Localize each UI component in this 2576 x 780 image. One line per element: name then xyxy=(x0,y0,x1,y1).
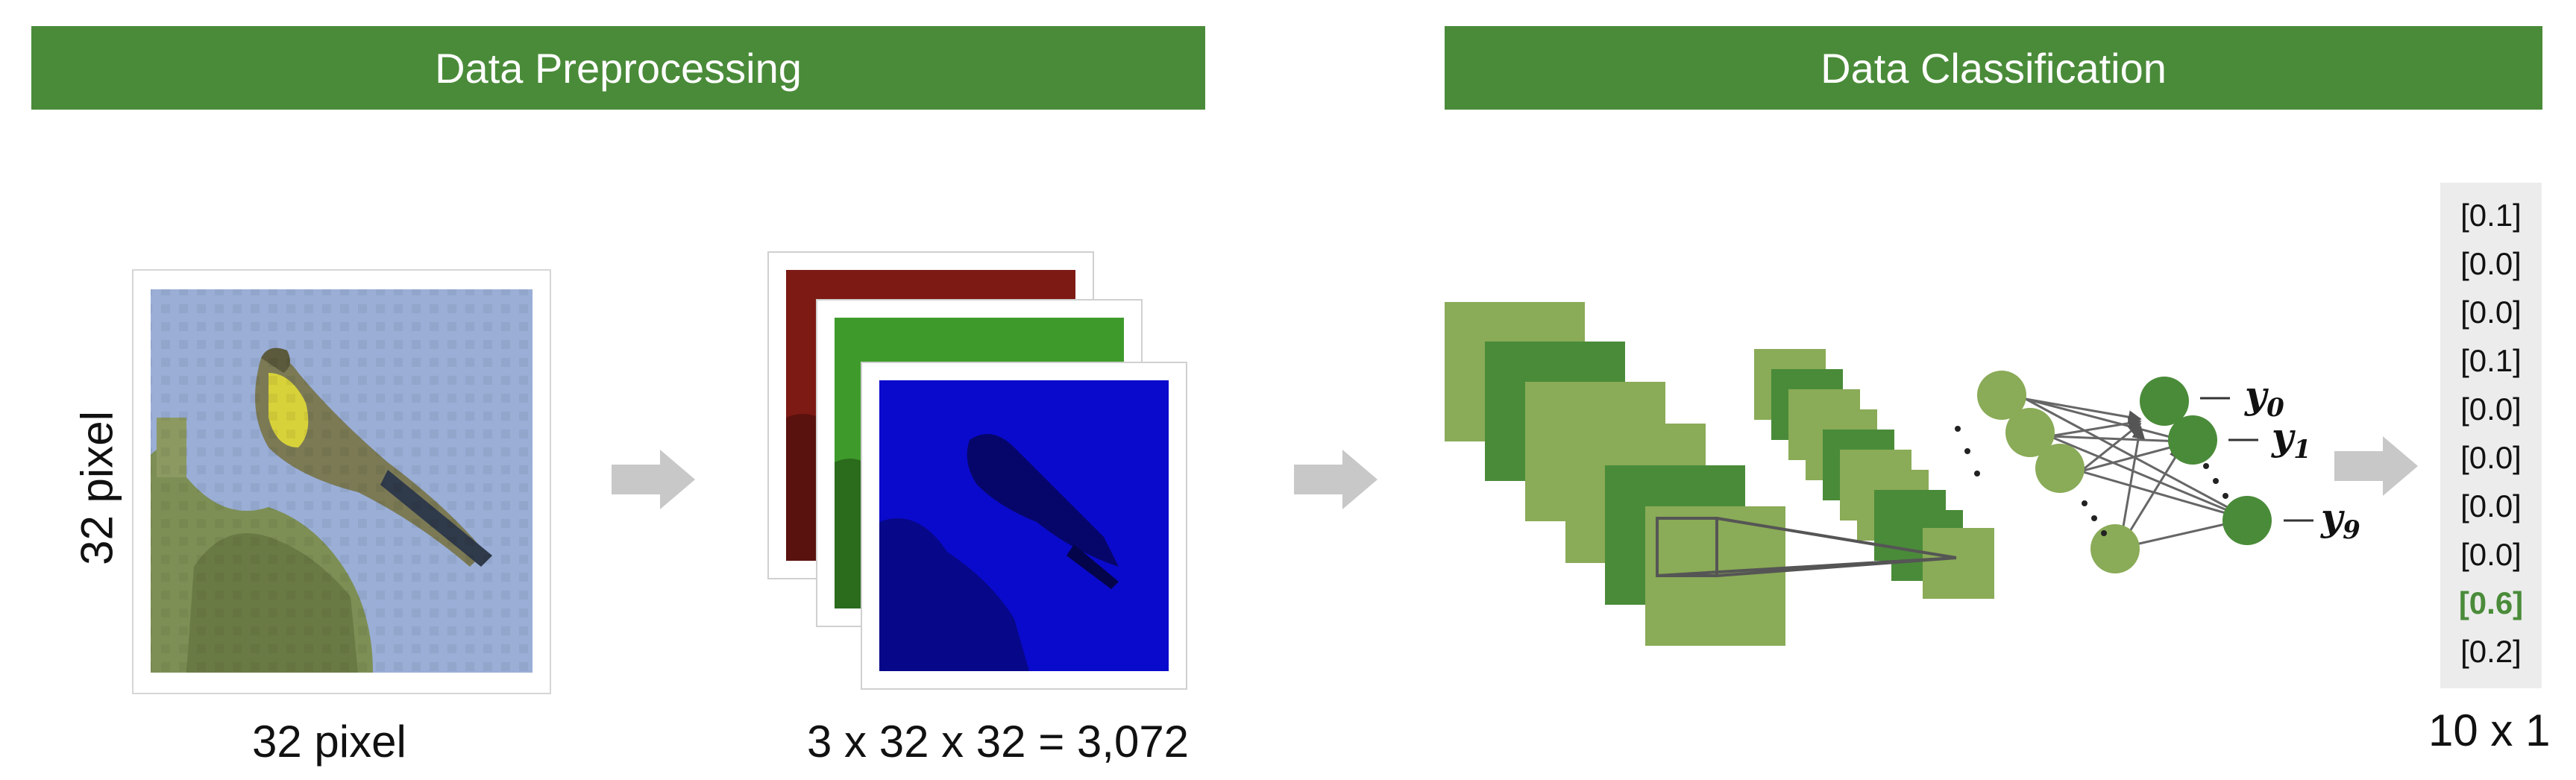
conv-layer-stack-large xyxy=(1445,302,1785,646)
bird-image xyxy=(132,269,551,694)
channels-formula-label: 3 x 32 x 32 = 3,072 xyxy=(807,717,1190,767)
output-label-y0: y0 xyxy=(2245,373,2284,423)
image-height-label: 32 pixel xyxy=(72,411,122,565)
output-value-highlighted: [0.6] xyxy=(2458,585,2524,620)
output-vector: [0.1] [0.0] [0.0] [0.1] [0.0] [0.0] [0.0… xyxy=(2440,183,2542,688)
conv-layer-stack-small xyxy=(1754,349,1994,599)
arrow-right-icon xyxy=(612,450,695,509)
output-shape-label: 10 x 1 xyxy=(2428,705,2551,755)
output-value: [0.0] xyxy=(2460,440,2522,475)
output-value: [0.1] xyxy=(2460,343,2522,378)
output-value: [0.0] xyxy=(2460,537,2522,572)
arrow-right-icon xyxy=(2334,436,2418,496)
output-value: [0.0] xyxy=(2460,391,2522,427)
data-preprocessing-banner: Data Preprocessing xyxy=(31,26,1205,110)
fully-connected-network xyxy=(1955,371,2313,573)
image-width-label: 32 pixel xyxy=(252,717,406,767)
arrow-right-icon xyxy=(1294,450,1377,509)
output-value: [0.1] xyxy=(2460,198,2522,233)
receptive-field-lines xyxy=(1656,517,1957,577)
output-value: [0.0] xyxy=(2460,246,2522,281)
data-preprocessing-title: Data Preprocessing xyxy=(435,44,802,92)
output-label-y9: y9 xyxy=(2321,495,2360,545)
output-value: [0.0] xyxy=(2460,488,2522,523)
data-classification-title: Data Classification xyxy=(1821,44,2167,92)
rgb-channels xyxy=(767,251,1187,690)
output-label-y1: y1 xyxy=(2272,415,2311,465)
output-value: [0.2] xyxy=(2460,634,2522,669)
data-classification-banner: Data Classification xyxy=(1445,26,2542,110)
output-value: [0.0] xyxy=(2460,295,2522,330)
